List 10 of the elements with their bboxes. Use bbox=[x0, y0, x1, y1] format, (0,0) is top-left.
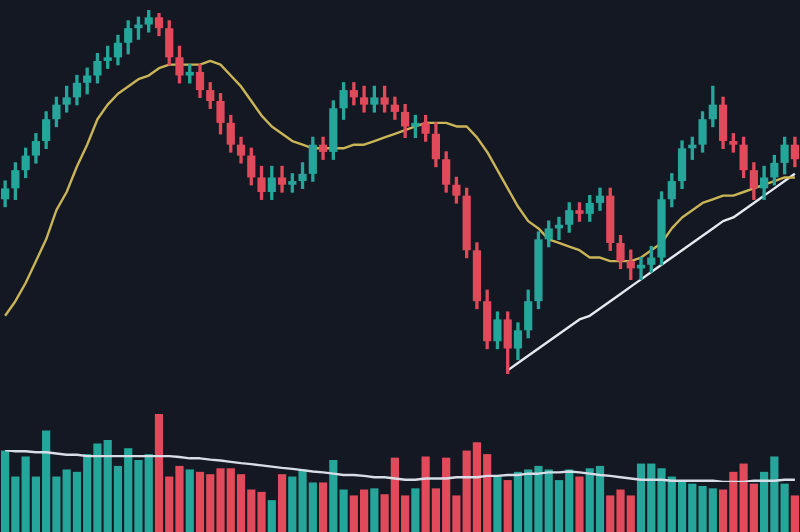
bar bbox=[411, 488, 420, 532]
bar bbox=[185, 469, 194, 532]
bar bbox=[370, 488, 379, 532]
bar bbox=[575, 476, 584, 532]
bar bbox=[267, 500, 276, 532]
bar bbox=[790, 495, 799, 532]
bar bbox=[277, 474, 287, 532]
bar bbox=[503, 480, 512, 532]
bar bbox=[493, 476, 502, 532]
bar bbox=[318, 482, 328, 532]
